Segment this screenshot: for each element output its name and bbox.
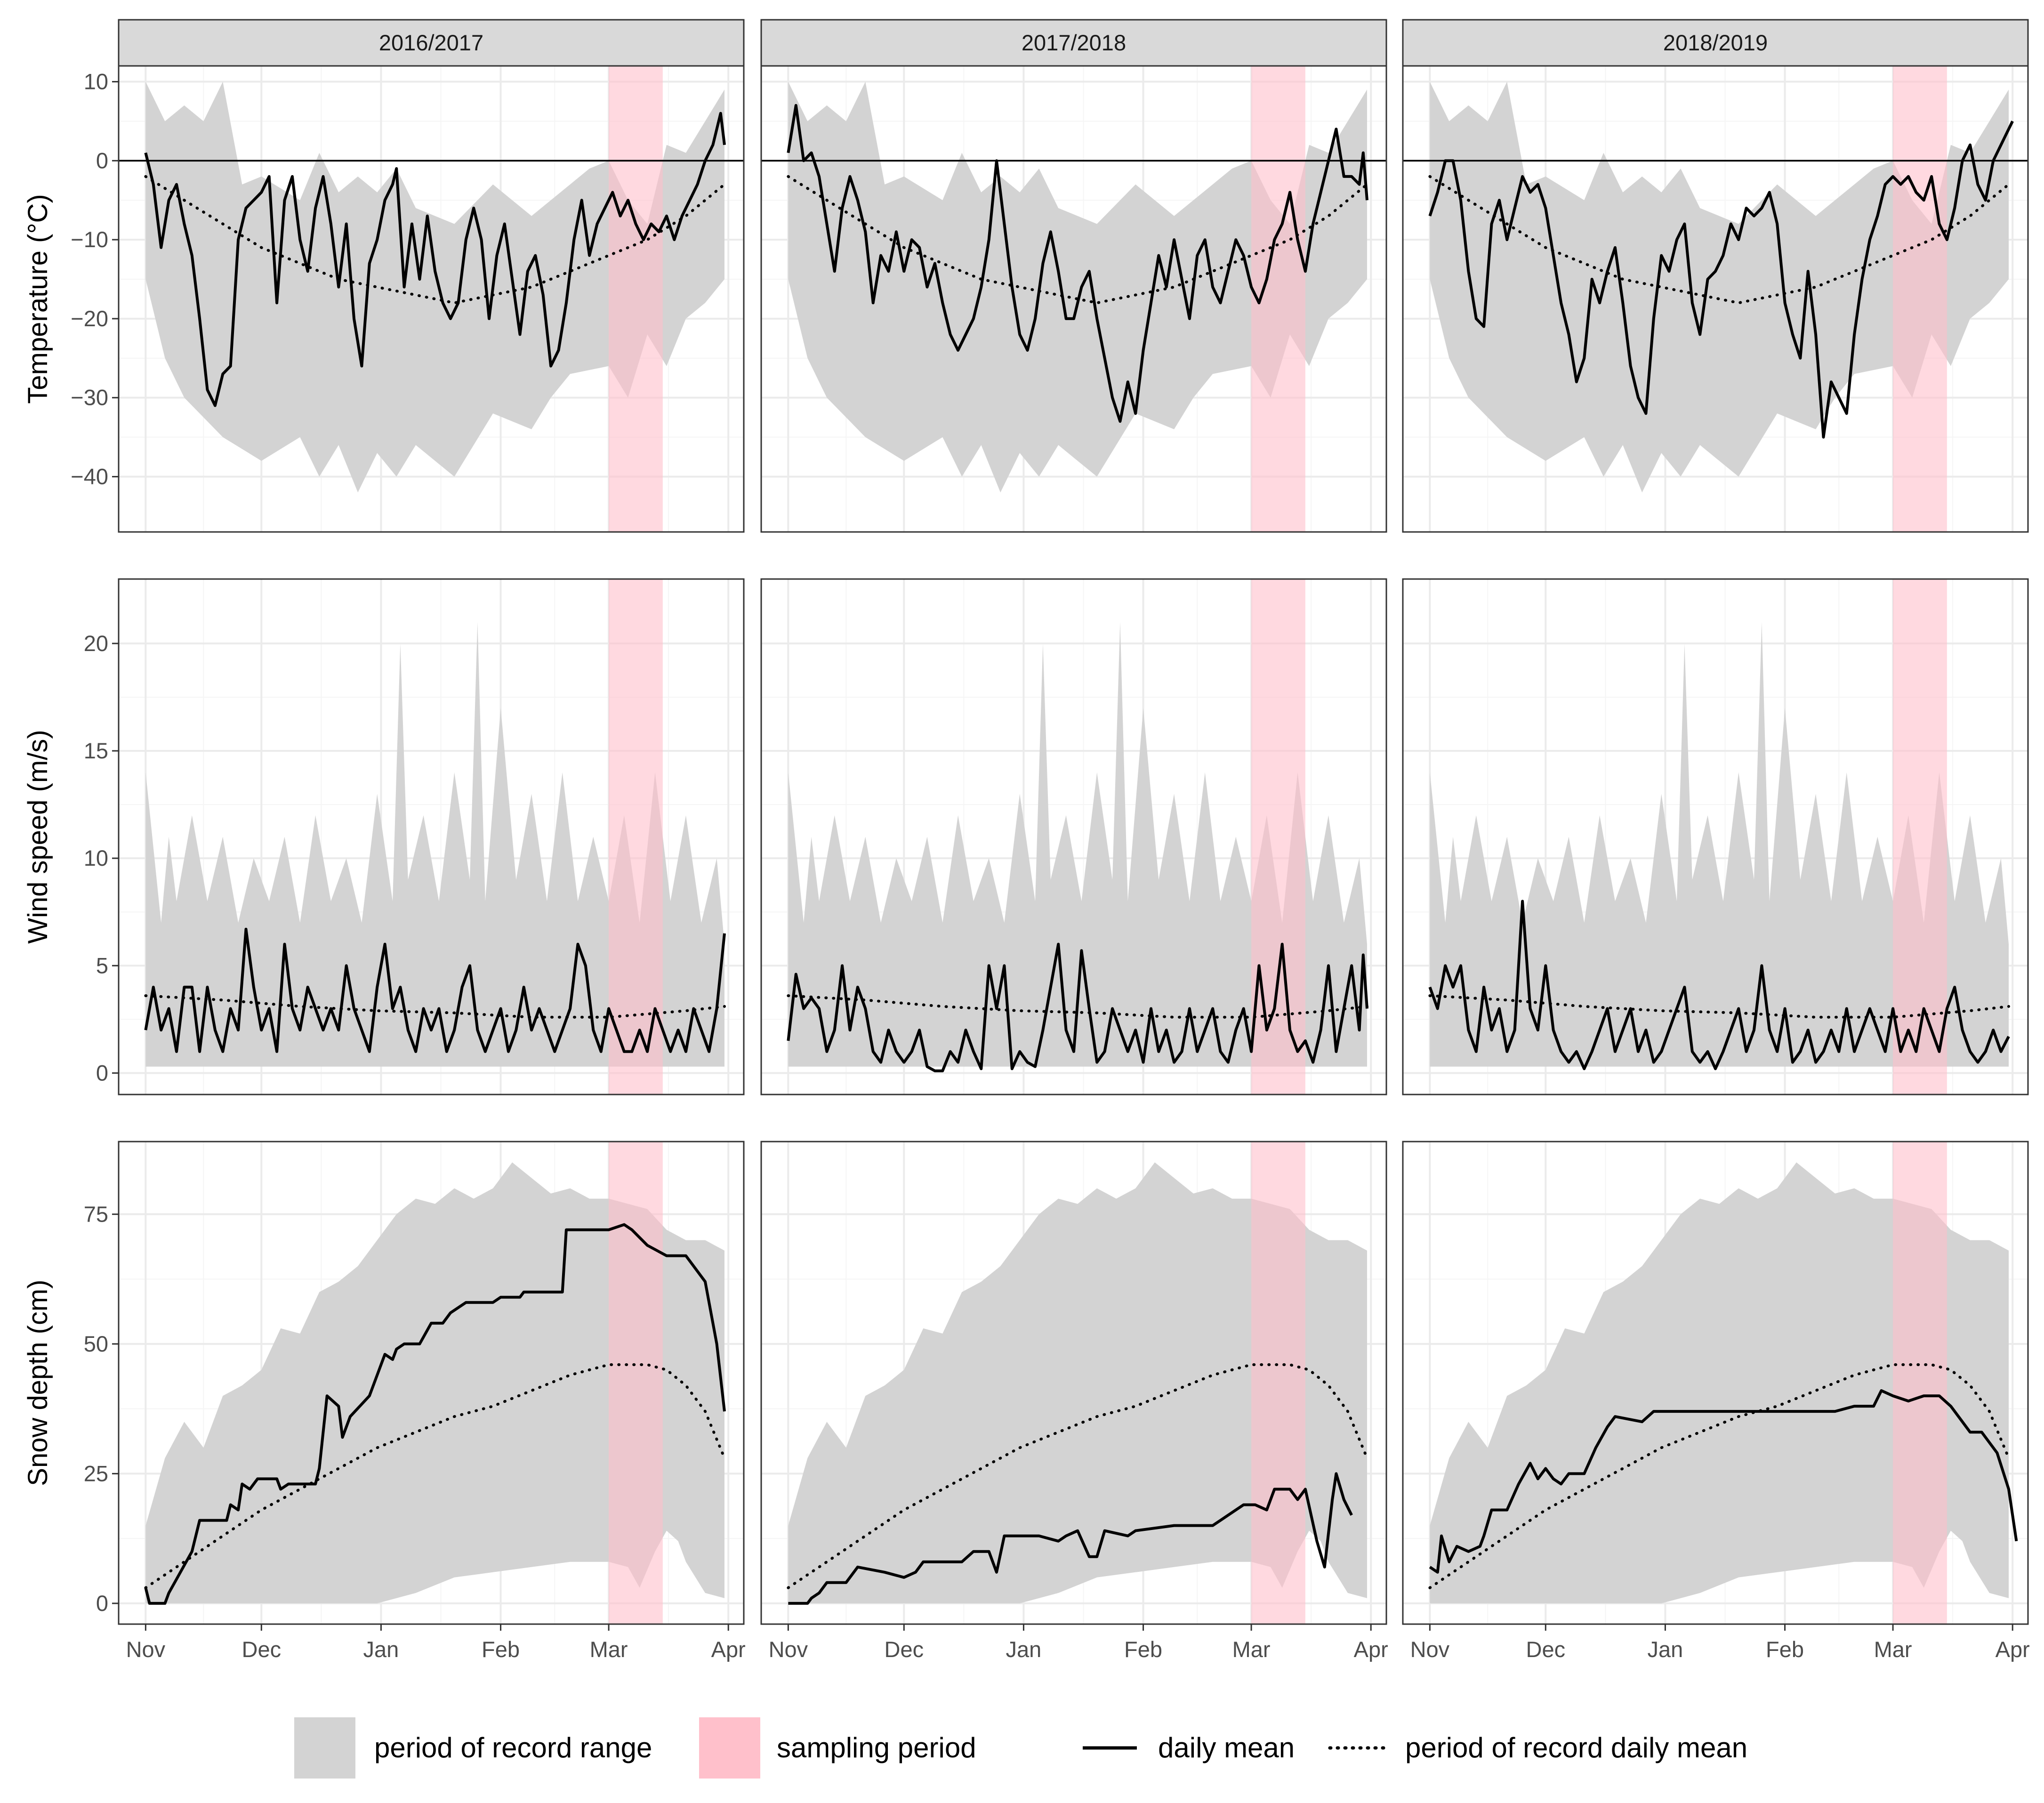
daily-mean-line [1428,900,2010,1071]
x-tick-label: Mar [1874,1637,1912,1662]
x-tick-label: Dec [242,1637,282,1662]
y-tick-label: 15 [84,738,108,763]
y-axis-title: Temperature (°C) [23,194,53,403]
panel-border [760,65,1387,533]
sampling-period-band [609,1142,663,1624]
x-tick-label: Jan [1648,1637,1683,1662]
x-tick-label: Feb [1124,1637,1162,1662]
x-tick-label: Mar [1232,1637,1271,1662]
panel-border [760,578,1387,1095]
panel-border [1402,65,2029,533]
y-tick-label: 25 [84,1461,108,1486]
x-tick-label: Apr [1996,1637,2030,1662]
facet-label: 2016/2017 [379,30,483,55]
y-tick-label: −40 [71,464,108,489]
legend-key-sampling-period [699,1717,760,1779]
legend: period of record range sampling period d… [294,1717,1747,1779]
y-axis-title: Wind speed (m/s) [23,730,53,943]
y-tick-label: −20 [71,306,108,331]
panel-border [1402,578,2029,1095]
y-tick-label: −10 [71,227,108,252]
legend-label-sampling-period: sampling period [777,1732,976,1763]
y-axis-title: Snow depth (cm) [23,1280,53,1486]
record-range-ribbon [145,81,724,493]
daily-mean-line [788,1472,1353,1605]
x-tick-label: Feb [1766,1637,1804,1662]
record-range-ribbon [1430,81,2009,493]
facet-label: 2017/2018 [1022,30,1126,55]
panel-border [118,65,745,533]
x-tick-label: Jan [1006,1637,1042,1662]
y-tick-label: 0 [96,148,108,173]
facet-strip [1402,19,2029,67]
panel-3-3 [1403,1142,2028,1624]
daily-mean-line [144,112,726,407]
panel-1-1 [119,66,744,532]
panel-2-1 [119,579,744,1095]
record-range-ribbon [1430,622,2009,1067]
record-daily-mean-line [1428,1363,2010,1589]
daily-mean-line [144,927,726,1053]
y-tick-label: 75 [84,1201,108,1226]
daily-mean-line [1429,1389,2018,1574]
y-tick-label: 10 [84,69,108,94]
y-tick-label: 0 [96,1060,108,1085]
record-daily-mean-line [144,1363,726,1589]
record-range-ribbon [788,81,1367,493]
panel-1-3 [1403,66,2028,532]
legend-label-record-daily-mean: period of record daily mean [1405,1732,1747,1763]
sampling-period-band [609,66,663,532]
x-tick-label: Dec [885,1637,924,1662]
panel-border [1402,1141,2029,1625]
panel-1-2 [761,66,1386,532]
facet-strip [760,19,1387,67]
record-daily-mean-line [144,175,726,305]
panel-border [760,1141,1387,1625]
y-tick-label: −30 [71,385,108,410]
record-daily-mean-line [787,994,1368,1019]
panel-3-2 [761,1142,1386,1624]
panel-2-3 [1403,579,2028,1095]
sampling-period-band [1251,579,1305,1095]
x-tick-label: Apr [1354,1637,1388,1662]
daily-mean-line [144,1223,726,1605]
sampling-period-band [1893,579,1947,1095]
y-tick-label: 5 [96,953,108,978]
facet-panels: 2016/2017 2017/2018 2018/2019 Temperature (… [23,19,2030,1662]
sampling-period-band [1893,1142,1947,1624]
record-daily-mean-line [787,1363,1368,1589]
panel-border [118,1141,745,1625]
legend-key-record-range [294,1717,355,1779]
facet-label: 2018/2019 [1663,30,1768,55]
y-tick-label: 50 [84,1331,108,1356]
x-tick-label: Apr [711,1637,746,1662]
record-range-ribbon [788,622,1367,1067]
daily-mean-line [787,942,1368,1072]
sampling-period-band [1251,1142,1305,1624]
legend-label-daily-mean: daily mean [1158,1732,1295,1763]
x-tick-label: Feb [482,1637,520,1662]
record-daily-mean-line [144,994,726,1019]
x-tick-label: Dec [1526,1637,1566,1662]
legend-label-record-range: period of record range [374,1732,652,1763]
x-tick-label: Mar [590,1637,628,1662]
y-tick-label: 20 [84,631,108,656]
x-tick-label: Nov [1410,1637,1450,1662]
panel-3-1 [119,1142,744,1624]
daily-mean-line [1428,121,2014,439]
sampling-period-band [1893,66,1947,532]
panel-border [118,578,745,1095]
daily-mean-line [787,104,1368,423]
x-tick-label: Nov [126,1637,166,1662]
x-tick-label: Jan [363,1637,399,1662]
x-tick-label: Nov [769,1637,808,1662]
y-tick-label: 0 [96,1591,108,1616]
y-tick-label: 10 [84,845,108,870]
record-range-ribbon [145,622,724,1067]
panel-2-2 [761,579,1386,1095]
facet-strip [118,19,745,67]
record-daily-mean-line [1428,175,2010,305]
